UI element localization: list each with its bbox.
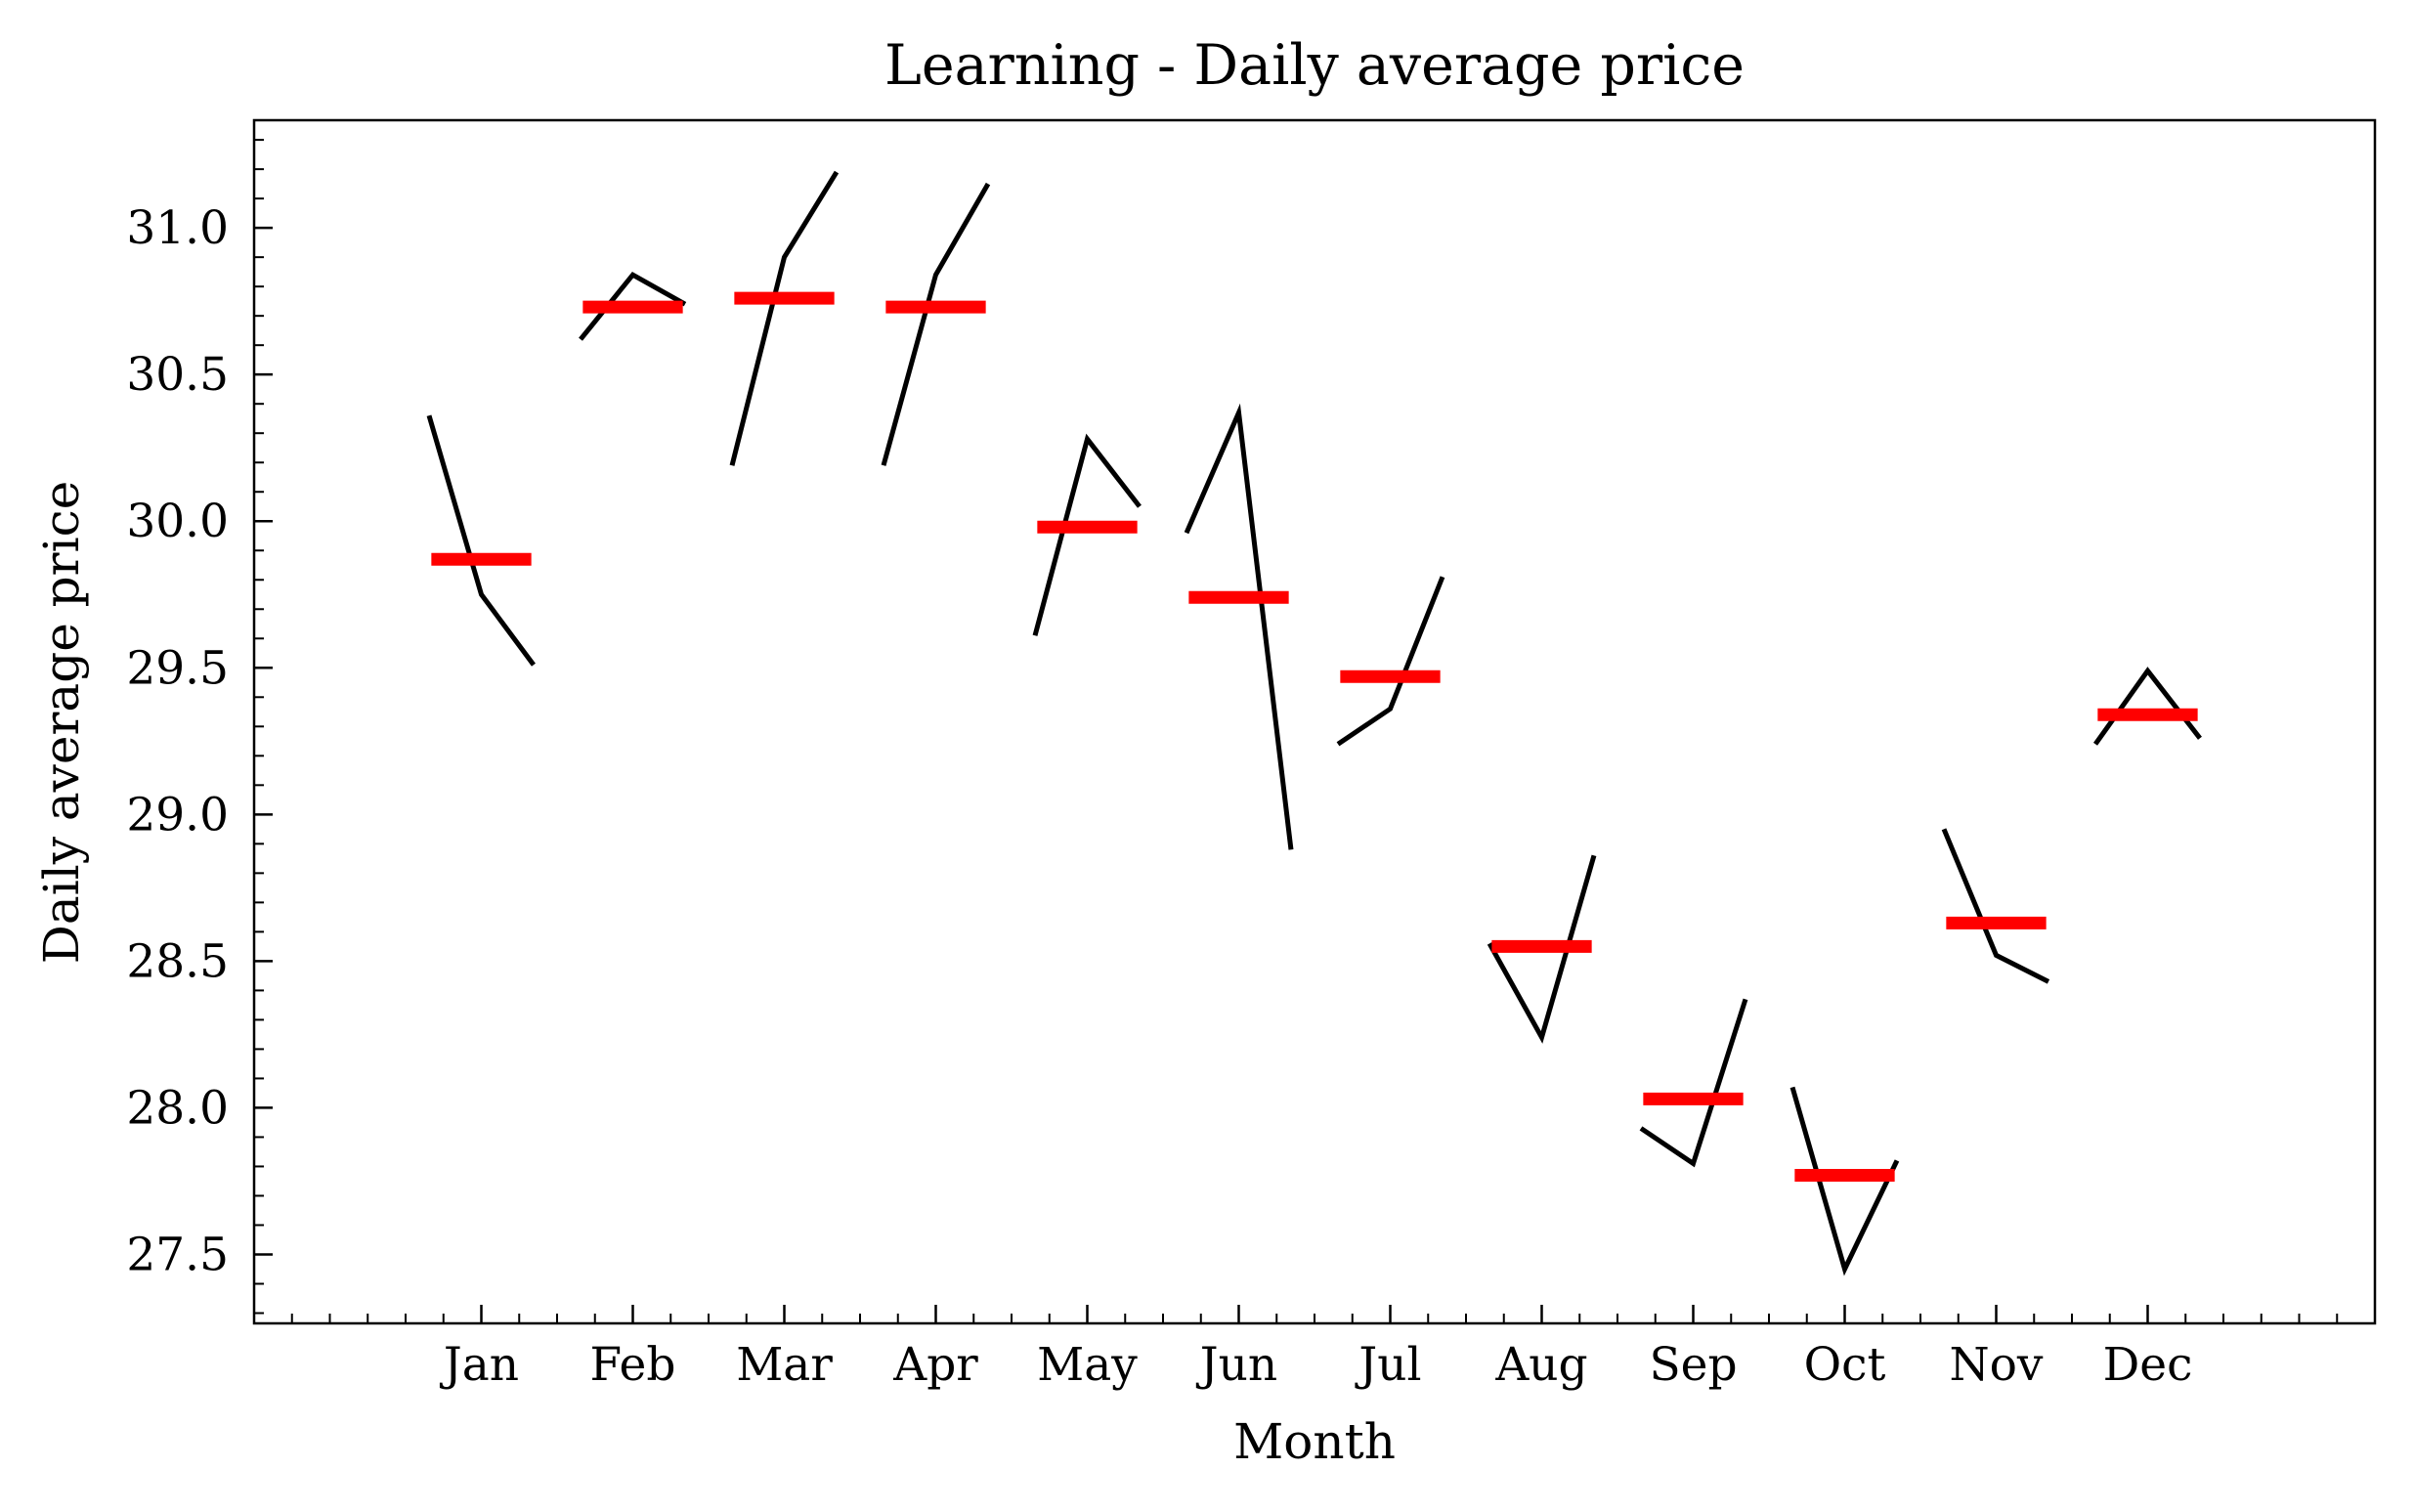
y-tick-label: 30.5 [126,348,229,402]
month-line [1487,854,1597,1044]
month-line [1941,828,2050,984]
month-line [1032,433,1142,636]
x-tick-label: Mar [736,1338,833,1392]
month-line [2092,667,2202,746]
month-line [1639,998,1748,1168]
x-tick-label: Aug [1494,1338,1587,1392]
month-line [1336,576,1445,747]
y-tick-label: 28.0 [126,1081,229,1135]
chart-title: Learning - Daily average price [884,33,1745,98]
x-tick-label: Jan [440,1338,519,1392]
y-tick-label: 27.5 [126,1228,229,1281]
x-tick-label: Dec [2103,1338,2193,1392]
x-tick-label: Feb [590,1338,676,1392]
month-line [1789,1086,1900,1276]
month-line [1184,403,1294,850]
y-tick-label: 31.0 [126,201,229,255]
x-axis-label: Month [1233,1413,1396,1470]
y-tick-label: 28.5 [126,934,229,988]
x-tick-label: Nov [1950,1338,2044,1392]
x-tick-label: Jul [1355,1338,1421,1392]
month-line [729,170,840,466]
y-tick-label: 29.5 [126,641,229,695]
month-line [579,271,687,341]
month-line [426,414,536,667]
month-line [881,182,991,466]
y-tick-label: 29.0 [126,788,229,842]
x-tick-label: Jun [1196,1338,1277,1392]
x-tick-label: Apr [892,1338,978,1392]
x-tick-label: Sep [1649,1338,1737,1392]
plot-frame [252,118,2377,1325]
x-tick-label: Oct [1804,1338,1886,1392]
y-tick-label: 30.0 [126,495,229,548]
y-axis-label: Daily average price [33,481,90,964]
x-tick-label: May [1037,1338,1138,1392]
